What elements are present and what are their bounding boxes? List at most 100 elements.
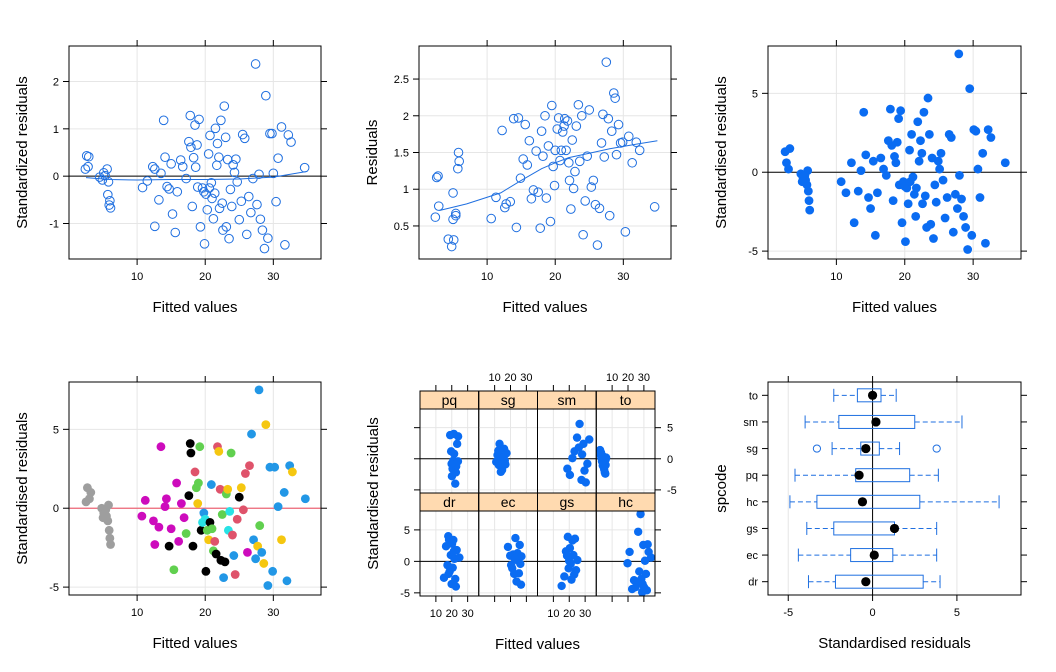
data-point [255, 521, 265, 530]
strip-label: ec [501, 494, 516, 510]
data-point [896, 106, 906, 116]
data-point [625, 547, 634, 557]
y-tick-label: gs [746, 523, 758, 535]
data-point [448, 235, 459, 245]
data-point [299, 162, 310, 173]
data-point [903, 199, 913, 209]
data-point [263, 233, 273, 243]
data-point [254, 169, 264, 180]
data-point [1000, 158, 1010, 168]
data-point [81, 151, 92, 161]
data-point [510, 554, 519, 564]
data-point [559, 121, 569, 131]
data-point [574, 443, 583, 452]
data-point [541, 193, 552, 203]
data-point [531, 146, 541, 156]
y-tick-label: 5 [53, 424, 59, 436]
box [855, 468, 911, 483]
data-point [217, 198, 228, 208]
y-axis-label: Standardised residuals [713, 76, 730, 229]
data-point [568, 453, 577, 463]
data-point [177, 161, 188, 172]
data-point [448, 563, 457, 572]
data-point [553, 113, 564, 123]
data-point [864, 193, 873, 202]
data-point [911, 212, 921, 221]
data-point [620, 227, 631, 237]
data-point [212, 138, 223, 149]
data-point [449, 535, 458, 545]
x-tick-label: 30 [617, 271, 629, 283]
data-point [257, 548, 267, 557]
data-point [552, 124, 563, 134]
box-ec [797, 548, 938, 563]
data-point [610, 93, 620, 103]
y-tick-label: sm [743, 417, 758, 429]
y-tick-label: 1.5 [394, 148, 409, 160]
data-point [623, 559, 632, 568]
chart-p4: 10 20 30 -5 0 5 Fitted values Standardised resi… [14, 376, 327, 652]
data-point [601, 469, 610, 478]
data-point [633, 527, 643, 536]
data-point [524, 135, 535, 146]
data-point [222, 154, 233, 165]
smoother-line [85, 170, 308, 181]
data-point [526, 193, 537, 204]
x-tick-label: 10 [131, 607, 143, 619]
data-point [954, 49, 964, 59]
data-point [216, 115, 226, 126]
data-point [604, 210, 615, 221]
y-axis-label: Standardised residuals [14, 412, 31, 565]
y-axis-label: Residuals [364, 120, 381, 186]
data-point [971, 126, 981, 136]
data-point [933, 156, 943, 166]
y-axis-label: Standardised residuals [365, 417, 382, 570]
data-point [447, 459, 456, 468]
chart-p1: 10 20 30 -1 0 1 2 Fitted values Standardized res… [14, 40, 327, 316]
x-tick-label: 10 [481, 271, 493, 283]
data-point [617, 137, 628, 148]
data-point [149, 516, 158, 526]
data-point [881, 170, 891, 180]
data-point [603, 113, 614, 124]
data-point [238, 505, 248, 515]
data-point [164, 541, 174, 551]
data-point [167, 209, 178, 219]
data-point [907, 129, 916, 139]
data-point [228, 530, 237, 540]
plot-frame [767, 381, 1022, 596]
data-point [861, 150, 871, 160]
data-point [870, 230, 880, 240]
x-tick-label: 5 [954, 607, 960, 619]
data-point [201, 566, 211, 576]
data-point [936, 148, 946, 158]
box-sg [812, 441, 941, 456]
data-point [286, 137, 296, 147]
data-point [953, 204, 962, 213]
data-point [431, 172, 442, 183]
data-point [897, 218, 907, 228]
data-point [190, 162, 201, 172]
data-point [185, 439, 195, 448]
plot-frame [767, 45, 1022, 260]
data-point [926, 219, 936, 229]
data-point [643, 540, 652, 549]
y-axis-label: spcode [713, 464, 730, 512]
data-point [300, 494, 310, 504]
data-point [210, 536, 220, 546]
data-point [245, 461, 254, 471]
data-point [571, 565, 581, 575]
x-axis-label: Fitted values [152, 299, 237, 316]
data-point [219, 101, 230, 111]
data-point [592, 240, 603, 250]
data-point [448, 214, 458, 225]
data-point [505, 196, 516, 207]
data-point [268, 168, 279, 179]
data-point [228, 160, 238, 170]
box [850, 548, 894, 563]
data-point [555, 155, 565, 166]
data-point [565, 470, 575, 480]
panel-dr: dr [419, 492, 480, 597]
data-point [584, 105, 595, 115]
box [860, 441, 880, 456]
